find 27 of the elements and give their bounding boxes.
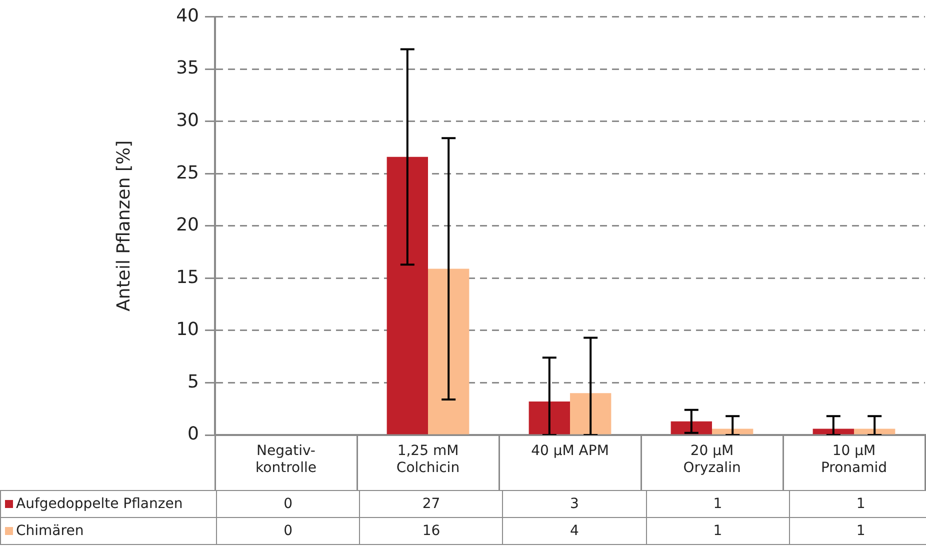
y-axis-title: Anteil Pflanzen [%]: [113, 140, 134, 312]
y-tick-label: 0: [188, 424, 199, 445]
data-label: 16: [360, 518, 503, 544]
data-label: 1: [789, 490, 926, 518]
y-tick-label: 25: [176, 162, 199, 184]
legend-label: Chimären: [0, 518, 216, 544]
data-label: 4: [502, 518, 646, 544]
x-tick-label: 10 µM Pronamid: [820, 443, 888, 476]
x-tick-label: Negativ- kontrolle: [256, 443, 316, 476]
y-tick-label: 30: [176, 110, 199, 132]
x-tick-label: 1,25 mM Colchicin: [396, 443, 460, 476]
data-label: 1: [789, 518, 926, 544]
x-tick-label: 20 µM Oryzalin: [683, 443, 741, 476]
x-tick-label: 40 µM APM: [531, 443, 609, 460]
data-label: 1: [646, 518, 790, 544]
data-label: 1: [646, 490, 790, 518]
data-label: 0: [216, 490, 360, 518]
legend-label: Aufgedoppelte Pflanzen: [0, 490, 216, 518]
data-label: 3: [502, 490, 646, 518]
y-tick-label: 35: [176, 58, 199, 79]
y-tick-label: 10: [176, 319, 199, 340]
y-tick-label: 40: [176, 5, 199, 26]
data-label: 27: [360, 490, 503, 518]
y-tick-label: 15: [176, 266, 199, 288]
y-tick-label: 5: [188, 371, 199, 392]
data-label: 0: [216, 518, 360, 544]
y-tick-label: 20: [176, 214, 199, 236]
